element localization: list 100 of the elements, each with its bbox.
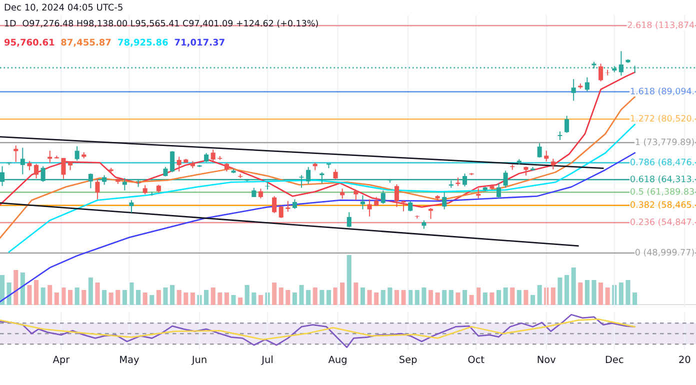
annotation: O97,276.48 H98,138.00 L95,565.41 C97,401.09 +124.62 (+0.13%) <box>22 20 318 28</box>
ref-line-label: 0 (48,999.77) <box>635 248 694 257</box>
bar <box>218 292 222 305</box>
candlestick <box>510 164 515 170</box>
bar <box>299 285 304 305</box>
bar <box>68 290 73 305</box>
candlestick <box>333 168 338 180</box>
bar <box>448 290 454 305</box>
candlestick <box>292 198 297 210</box>
candlestick <box>150 191 154 196</box>
bar <box>34 280 39 305</box>
candlestick <box>27 160 32 171</box>
candlestick <box>176 156 182 172</box>
bar <box>54 292 59 305</box>
candlestick <box>272 196 277 214</box>
bar <box>394 290 400 305</box>
candlestick <box>558 130 562 141</box>
bar <box>537 285 542 305</box>
bar <box>95 282 100 305</box>
bar <box>598 282 604 305</box>
chart-title: Dec 10, 2024 04:05 UTC-5 <box>4 4 122 12</box>
bar <box>74 288 80 305</box>
candlestick <box>258 188 263 199</box>
bar <box>388 288 392 305</box>
candlestick <box>142 184 148 195</box>
bar <box>414 290 420 305</box>
x-tick-label: Jun <box>191 356 206 365</box>
candlestick <box>74 146 80 162</box>
bar <box>564 275 570 305</box>
x-tick-label: Dec <box>606 356 624 364</box>
candlestick <box>496 183 502 199</box>
ref-line-label: 0.236 (54,847. <box>630 218 694 226</box>
candlestick <box>360 194 366 210</box>
bar <box>320 290 324 305</box>
text: 78,925.86 <box>118 38 168 47</box>
bar <box>584 280 590 305</box>
bar <box>626 280 630 305</box>
bar <box>490 292 494 305</box>
bar <box>108 292 114 305</box>
bar <box>346 255 352 305</box>
candlestick <box>544 150 549 162</box>
ref-line-label: 1.618 (89,094. <box>630 88 694 96</box>
bar <box>605 288 610 305</box>
bar <box>48 285 52 305</box>
x-tick-label: Nov <box>538 356 556 364</box>
ref-line-label: 1 (73,779.89) <box>636 138 694 146</box>
bar <box>278 288 284 305</box>
bar <box>312 288 318 305</box>
candlestick <box>34 163 39 179</box>
bar <box>27 285 32 305</box>
candlestick <box>95 178 100 200</box>
candlestick <box>428 207 434 220</box>
candlestick <box>537 142 542 158</box>
x-tick-label: May <box>120 356 139 365</box>
bar <box>374 292 379 305</box>
candlestick <box>408 200 413 212</box>
bar <box>136 290 141 305</box>
text: 87,455.87 <box>61 38 111 47</box>
ref-line-label: 2.618 (113,874 <box>628 21 694 30</box>
bar <box>224 292 229 305</box>
bar <box>286 290 290 305</box>
candlestick <box>204 152 209 163</box>
bar <box>442 290 447 305</box>
bar <box>190 292 195 305</box>
bar <box>258 295 263 305</box>
ref-line-label: 1.272 (80,520. <box>630 114 694 123</box>
bar <box>163 288 168 305</box>
bar <box>150 295 154 305</box>
bar <box>496 290 502 305</box>
candlestick <box>605 69 610 76</box>
bar <box>210 288 216 305</box>
candlestick <box>401 200 406 212</box>
candlestick <box>129 200 134 214</box>
candlestick <box>210 149 216 164</box>
bar <box>88 278 93 305</box>
bar <box>482 292 488 305</box>
bar <box>6 282 12 305</box>
bar <box>20 272 25 305</box>
bar <box>231 295 236 305</box>
candlestick <box>442 192 447 210</box>
candlestick <box>170 150 175 173</box>
bar <box>252 292 256 305</box>
bar <box>204 290 209 305</box>
text: 95,760.61 <box>4 38 54 47</box>
bar <box>170 285 175 305</box>
x-tick-label: Aug <box>328 356 346 365</box>
bar <box>462 290 468 305</box>
candlestick <box>346 212 352 228</box>
bar <box>306 290 311 305</box>
ref-line-label: 0.5 (61,389.83 <box>630 188 694 196</box>
bar <box>340 282 345 305</box>
bar <box>142 292 148 305</box>
bar <box>367 290 372 305</box>
bar <box>14 270 18 305</box>
x-tick-label: Sep <box>400 356 417 365</box>
bar <box>558 278 562 305</box>
x-tick-label: Apr <box>52 356 70 365</box>
candlestick <box>340 188 345 200</box>
candlestick <box>414 215 420 219</box>
candlestick <box>61 157 66 180</box>
